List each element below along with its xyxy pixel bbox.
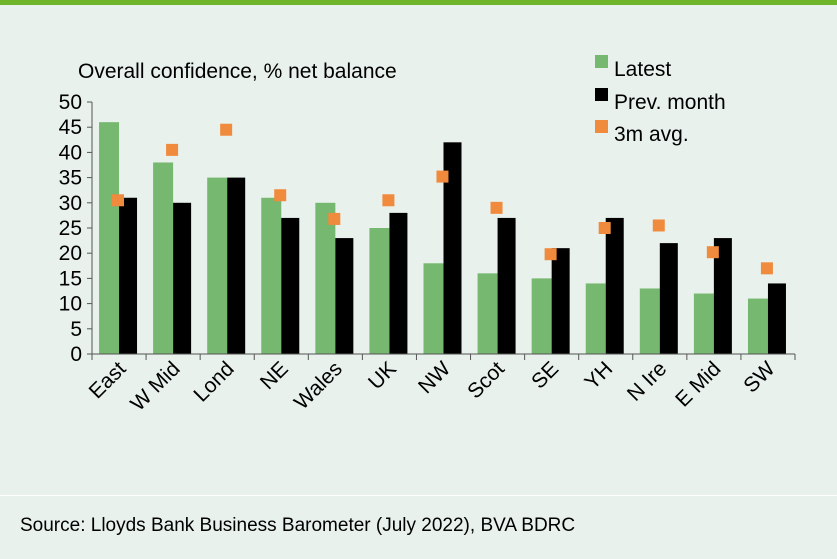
bar-latest <box>747 298 768 354</box>
y-tick-label: 20 <box>59 242 82 265</box>
source-note: Source: Lloyds Bank Business Barometer (… <box>20 515 576 536</box>
marker-3m-avg <box>652 219 665 232</box>
y-tick-label: 30 <box>59 192 82 215</box>
bar-prev-month <box>281 217 300 354</box>
marker-3m-avg <box>598 222 611 234</box>
x-category-label: W Mid <box>126 357 184 415</box>
marker-3m-avg <box>760 262 773 275</box>
legend-label: Prev. month <box>614 91 726 114</box>
bar-prev-month <box>713 238 732 354</box>
marker-3m-avg <box>490 201 503 214</box>
bar-prev-month <box>551 248 570 354</box>
bar-prev-month <box>389 212 408 354</box>
top-accent-bar <box>0 0 837 5</box>
bar-prev-month <box>335 238 354 354</box>
bar-latest <box>477 273 498 354</box>
y-tick-label: 5 <box>70 318 82 341</box>
marker-3m-avg <box>112 194 124 207</box>
bar-latest <box>261 197 282 354</box>
y-tick-label: 45 <box>59 116 82 139</box>
x-category-label: NE <box>256 357 293 394</box>
marker-3m-avg <box>166 143 179 156</box>
bar-latest <box>531 278 552 354</box>
bar-prev-month <box>443 142 462 354</box>
bar-latest <box>99 122 120 354</box>
bar-latest <box>693 293 714 354</box>
marker-3m-avg <box>220 123 233 136</box>
bars-group <box>99 122 786 354</box>
marker-3m-avg <box>328 212 341 225</box>
bar-latest <box>369 228 390 354</box>
legend-label: Latest <box>614 58 671 81</box>
legend-swatch <box>595 120 608 133</box>
x-category-label: N Ire <box>623 357 671 405</box>
x-category-label: E Mid <box>671 357 725 411</box>
chart-legend: Latest Prev. month 3m avg. <box>595 55 726 146</box>
y-tick-label: 25 <box>59 217 82 240</box>
y-tick-label: 15 <box>59 267 82 290</box>
x-category-label: Scot <box>463 357 509 403</box>
y-tick-label: 40 <box>59 141 82 164</box>
confidence-bar-chart: Overall confidence, % net balance Latest… <box>59 55 796 416</box>
legend-label: 3m avg. <box>614 123 689 146</box>
bar-prev-month <box>173 202 192 354</box>
bar-prev-month <box>227 177 246 354</box>
bar-latest <box>585 283 606 354</box>
legend-swatch <box>595 88 608 101</box>
bar-latest <box>639 288 660 354</box>
x-category-label: SW <box>739 357 779 397</box>
marker-3m-avg <box>436 170 449 183</box>
y-tick-label: 35 <box>59 167 82 190</box>
x-category-label: SE <box>527 357 563 393</box>
marker-3m-avg <box>274 189 287 202</box>
source-divider <box>0 495 837 496</box>
bar-prev-month <box>119 197 138 354</box>
bar-prev-month <box>767 283 786 354</box>
bar-latest <box>423 263 444 354</box>
x-category-label: NW <box>414 357 455 398</box>
x-category-label: UK <box>364 357 401 394</box>
x-category-label: Lond <box>189 357 238 406</box>
y-tick-label: 10 <box>59 293 82 316</box>
chart-title: Overall confidence, % net balance <box>78 60 397 83</box>
x-category-label: YH <box>580 357 617 394</box>
legend-swatch <box>595 55 608 68</box>
x-category-label: East <box>85 357 131 403</box>
y-tick-label: 50 <box>59 91 82 114</box>
bar-latest <box>153 162 174 354</box>
bar-prev-month <box>497 217 516 354</box>
bar-prev-month <box>659 243 678 354</box>
y-tick-label: 0 <box>70 343 82 366</box>
marker-3m-avg <box>706 246 719 259</box>
bar-latest <box>207 177 228 354</box>
avg-markers-group <box>112 123 773 275</box>
marker-3m-avg <box>544 248 557 261</box>
x-category-label: Wales <box>290 357 347 414</box>
bar-latest <box>315 202 336 354</box>
marker-3m-avg <box>382 194 395 207</box>
bar-prev-month <box>605 217 624 354</box>
